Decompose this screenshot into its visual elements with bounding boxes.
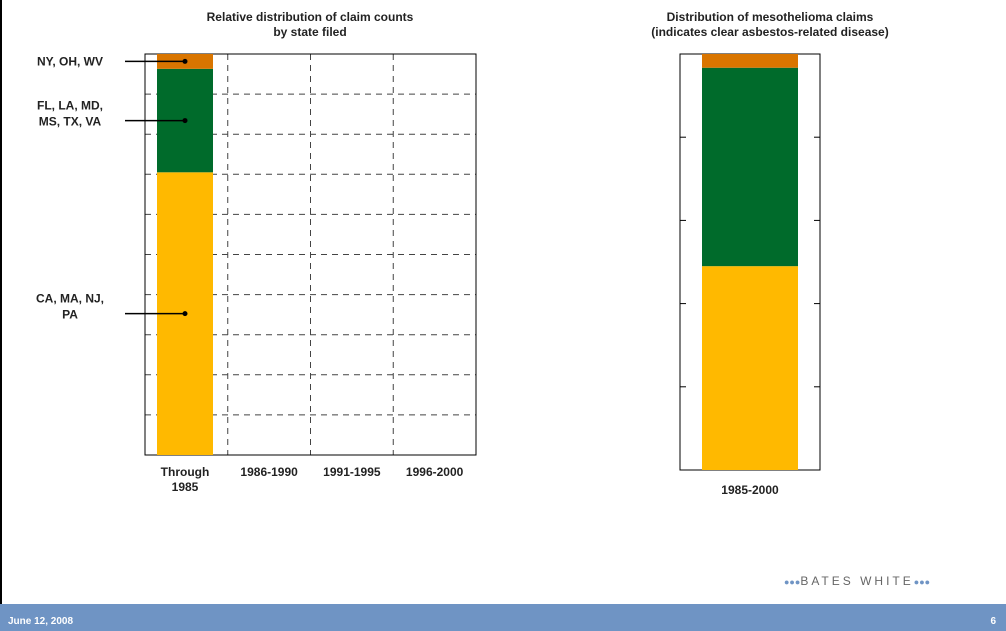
chart1-title: Relative distribution of claim counts by… xyxy=(160,10,460,40)
chart1-x-tick-label: Through xyxy=(161,465,210,479)
chart1-leader-dot xyxy=(182,58,188,64)
chart1-x-tick-label: 1986-1990 xyxy=(240,465,298,479)
chart1-title-line1: Relative distribution of claim counts xyxy=(206,10,414,24)
chart1-leader-dot xyxy=(182,311,188,317)
chart1-x-tick-label: 1985 xyxy=(172,480,199,494)
chart1-series-label: PA xyxy=(62,308,78,322)
chart2-x-tick-label: 1985-2000 xyxy=(721,483,779,497)
chart1-series-label: MS, TX, VA xyxy=(39,115,102,129)
chart1-series-label: NY, OH, WV xyxy=(37,54,103,68)
chart1-series-label: CA, MA, NJ, xyxy=(36,292,104,306)
chart2-title: Distribution of mesothelioma claims (ind… xyxy=(580,10,960,40)
left-border xyxy=(0,0,2,605)
logo-text: BATES WHITE xyxy=(800,574,914,588)
footer-bar: June 12, 2008 6 xyxy=(0,604,1006,631)
bates-white-logo: ●●●BATES WHITE●●● xyxy=(784,574,931,588)
chart1-title-line2: by state filed xyxy=(273,25,347,39)
chart1-series-label: FL, LA, MD, xyxy=(37,99,103,113)
footer-date: June 12, 2008 xyxy=(8,616,74,627)
page-number: 6 xyxy=(990,616,996,627)
chart1-plot-frame xyxy=(144,53,477,456)
chart2-bar-segment xyxy=(702,67,798,267)
chart1-x-tick-label: 1996-2000 xyxy=(406,465,464,479)
chart2-bar-segment xyxy=(702,54,798,68)
chart2-title-line2: (indicates clear asbestos-related diseas… xyxy=(651,25,889,39)
chart1-x-tick-label: 1991-1995 xyxy=(323,465,381,479)
chart1-leader-dot xyxy=(182,118,188,124)
chart2-title-line1: Distribution of mesothelioma claims xyxy=(666,10,874,24)
chart2-bar-segment xyxy=(702,266,798,470)
